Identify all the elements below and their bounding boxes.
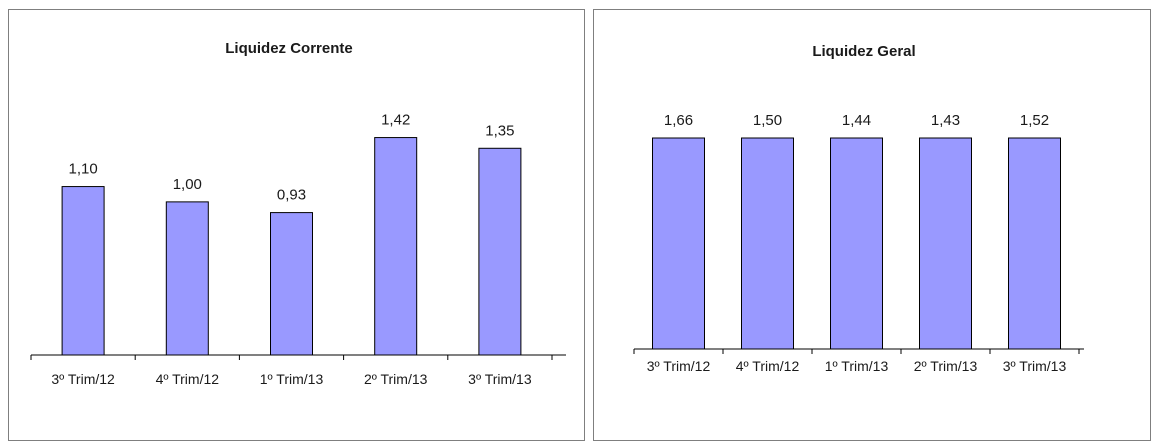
bar [61,186,105,356]
bar [270,212,313,356]
chart-liquidez-geral: Liquidez Geral 1,66 3º Trim/12 1,50 4º Trim… [633,43,1084,374]
data-label: 1,44 [842,112,871,129]
bar [741,137,794,350]
data-label: 1,42 [381,112,410,129]
bar [1008,137,1061,350]
data-label: 1,35 [485,122,514,139]
x-tick-label: 3º Trim/12 [51,371,115,387]
bar [478,147,522,356]
chart-title: Liquidez Corrente [225,40,353,57]
bar [165,201,209,356]
x-tick-label: 1º Trim/13 [825,358,889,374]
chart-title: Liquidez Geral [812,43,915,60]
chart-liquidez-corrente: Liquidez Corrente 1,10 3º Trim/12 1,00 4º T… [30,40,566,387]
x-tick-label: 3º Trim/13 [468,371,532,387]
x-tick-label: 3º Trim/13 [1003,358,1067,374]
data-label: 1,43 [931,112,960,129]
bar [374,137,418,356]
data-label: 1,00 [173,176,202,193]
x-tick-label: 2º Trim/13 [364,371,428,387]
data-label: 1,50 [753,112,782,129]
data-label: 1,10 [68,161,97,178]
x-tick-label: 1º Trim/13 [260,371,324,387]
x-tick-label: 4º Trim/12 [156,371,220,387]
x-tick-label: 3º Trim/12 [647,358,711,374]
data-label: 0,93 [277,187,306,204]
bar [919,137,972,350]
x-tick-label: 2º Trim/13 [914,358,978,374]
bar [652,137,705,350]
chart-panel-liquidez-geral: Liquidez Geral 1,66 3º Trim/12 1,50 4º Trim… [593,9,1151,441]
data-label: 1,52 [1020,112,1049,129]
data-label: 1,66 [664,112,693,129]
bar [830,137,883,350]
chart-panel-liquidez-corrente: Liquidez Corrente 1,10 3º Trim/12 1,00 4º T… [8,9,585,441]
x-tick-label: 4º Trim/12 [736,358,800,374]
